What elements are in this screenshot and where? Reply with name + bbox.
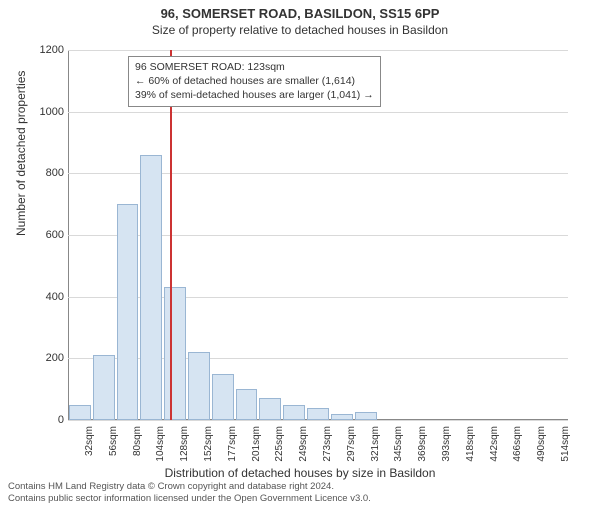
x-tick-label: 56sqm <box>108 426 119 456</box>
y-tick-label: 400 <box>24 291 64 303</box>
chart-area: 02004006008001000120032sqm56sqm80sqm104s… <box>68 50 568 420</box>
x-tick-label: 249sqm <box>298 426 309 462</box>
page-subtitle: Size of property relative to detached ho… <box>0 23 600 37</box>
page-title: 96, SOMERSET ROAD, BASILDON, SS15 6PP <box>0 6 600 21</box>
grid-line <box>68 112 568 113</box>
histogram-bar <box>307 408 329 420</box>
y-tick-label: 800 <box>24 167 64 179</box>
y-tick-label: 200 <box>24 352 64 364</box>
footer-line-2: Contains public sector information licen… <box>8 493 592 504</box>
x-tick-label: 201sqm <box>251 426 262 462</box>
x-tick-label: 128sqm <box>179 426 190 462</box>
histogram-bar <box>140 155 162 420</box>
histogram-bar <box>117 204 139 420</box>
histogram-bar <box>283 405 305 420</box>
histogram-bar <box>69 405 91 420</box>
y-tick-label: 1000 <box>24 106 64 118</box>
info-box-line: ← 60% of detached houses are smaller (1,… <box>135 74 374 88</box>
x-tick-label: 321sqm <box>370 426 381 462</box>
x-tick-label: 297sqm <box>346 426 357 462</box>
x-tick-label: 393sqm <box>441 426 452 462</box>
histogram-bar <box>188 352 210 420</box>
y-tick-label: 1200 <box>24 44 64 56</box>
histogram-bar <box>93 355 115 420</box>
grid-line <box>68 50 568 51</box>
histogram-bar <box>259 398 281 420</box>
x-tick-label: 32sqm <box>84 426 95 456</box>
x-tick-label: 273sqm <box>322 426 333 462</box>
histogram-bar <box>236 389 258 420</box>
info-box-line: 39% of semi-detached houses are larger (… <box>135 88 374 102</box>
x-tick-label: 104sqm <box>155 426 166 462</box>
x-tick-label: 490sqm <box>536 426 547 462</box>
x-tick-label: 466sqm <box>512 426 523 462</box>
x-tick-label: 80sqm <box>132 426 143 456</box>
x-axis-label: Distribution of detached houses by size … <box>0 466 600 480</box>
y-tick-label: 600 <box>24 229 64 241</box>
histogram-bar <box>355 412 377 420</box>
x-tick-label: 514sqm <box>560 426 571 462</box>
info-box: 96 SOMERSET ROAD: 123sqm← 60% of detache… <box>128 56 381 107</box>
histogram-bar <box>212 374 234 420</box>
y-tick-label: 0 <box>24 414 64 426</box>
x-tick-label: 345sqm <box>393 426 404 462</box>
x-tick-label: 418sqm <box>465 426 476 462</box>
x-tick-label: 177sqm <box>227 426 238 462</box>
info-box-line: 96 SOMERSET ROAD: 123sqm <box>135 60 374 74</box>
histogram-bar <box>331 414 353 420</box>
footer-attribution: Contains HM Land Registry data © Crown c… <box>8 481 592 504</box>
y-axis-label: Number of detached properties <box>14 71 28 236</box>
x-tick-label: 442sqm <box>489 426 500 462</box>
histogram-bar <box>164 287 186 420</box>
x-tick-label: 225sqm <box>274 426 285 462</box>
plot-region: 02004006008001000120032sqm56sqm80sqm104s… <box>68 50 568 420</box>
footer-line-1: Contains HM Land Registry data © Crown c… <box>8 481 592 492</box>
x-tick-label: 369sqm <box>417 426 428 462</box>
x-tick-label: 152sqm <box>203 426 214 462</box>
grid-line <box>68 420 568 421</box>
